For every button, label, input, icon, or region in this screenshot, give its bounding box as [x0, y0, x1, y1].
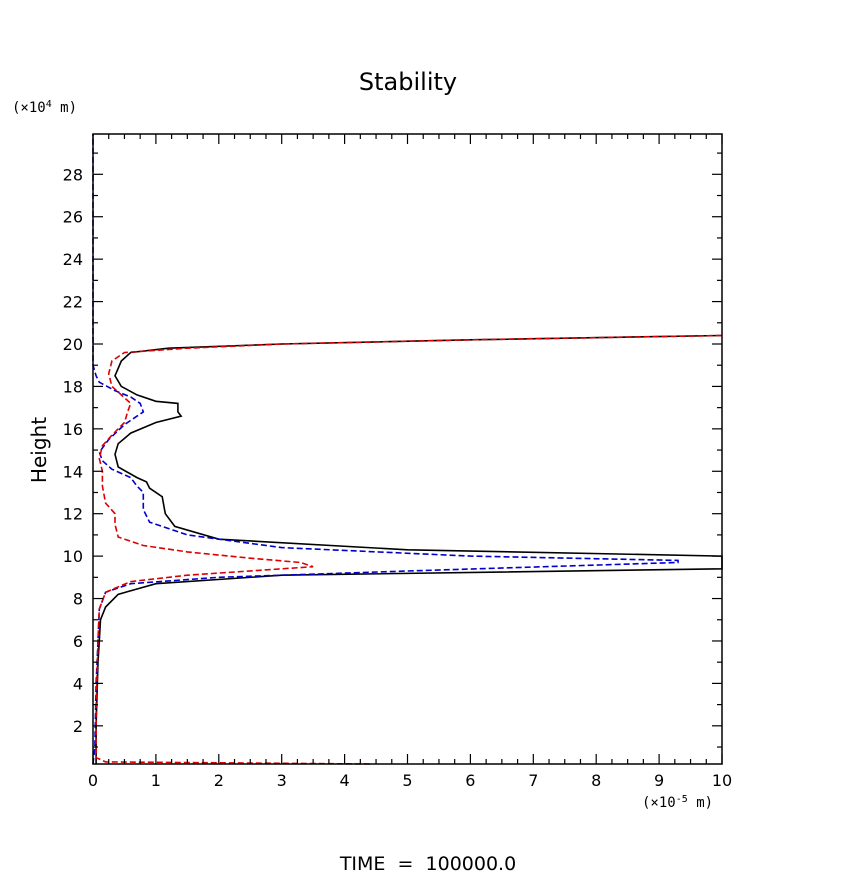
x-tick-label: 10 — [712, 771, 732, 790]
x-tick-label: 2 — [214, 771, 224, 790]
x-tick-label: 9 — [654, 771, 664, 790]
y-tick-label: 2 — [73, 717, 83, 736]
y-tick-label: 18 — [63, 377, 83, 396]
y-tick-label: 12 — [63, 505, 83, 524]
series-layer — [92, 134, 723, 765]
y-unit-label: (×104 m) — [12, 99, 77, 117]
y-tick-label: 14 — [63, 462, 83, 481]
y-tick-label: 4 — [73, 674, 83, 693]
x-tick-label: 4 — [340, 771, 350, 790]
time-footer: TIME = 100000.0 — [339, 853, 516, 875]
y-tick-label: 24 — [63, 250, 83, 269]
y-tick-label: 20 — [63, 335, 83, 354]
x-tick-label: 7 — [528, 771, 538, 790]
y-tick-label: 22 — [63, 293, 83, 312]
series-line-3 — [95, 334, 723, 765]
y-axis-label: Height — [27, 417, 51, 483]
y-tick-label: 16 — [63, 420, 83, 439]
y-tick-label: 10 — [63, 547, 83, 566]
y-tick-label: 28 — [63, 165, 83, 184]
x-tick-label: 3 — [277, 771, 287, 790]
x-tick-label: 6 — [465, 771, 475, 790]
x-tick-label: 5 — [402, 771, 412, 790]
chart-title: Stability — [359, 68, 457, 96]
plot-frame — [92, 133, 723, 765]
y-tick-label: 8 — [73, 590, 83, 609]
x-tick-label: 0 — [88, 771, 98, 790]
series-line-1 — [95, 334, 723, 764]
x-unit-label: (×10-5 m) — [642, 794, 713, 812]
series-line-2 — [92, 134, 679, 765]
y-tick-label: 6 — [73, 632, 83, 651]
y-tick-label: 26 — [63, 208, 83, 227]
x-tick-label: 1 — [151, 771, 161, 790]
x-tick-label: 8 — [591, 771, 601, 790]
